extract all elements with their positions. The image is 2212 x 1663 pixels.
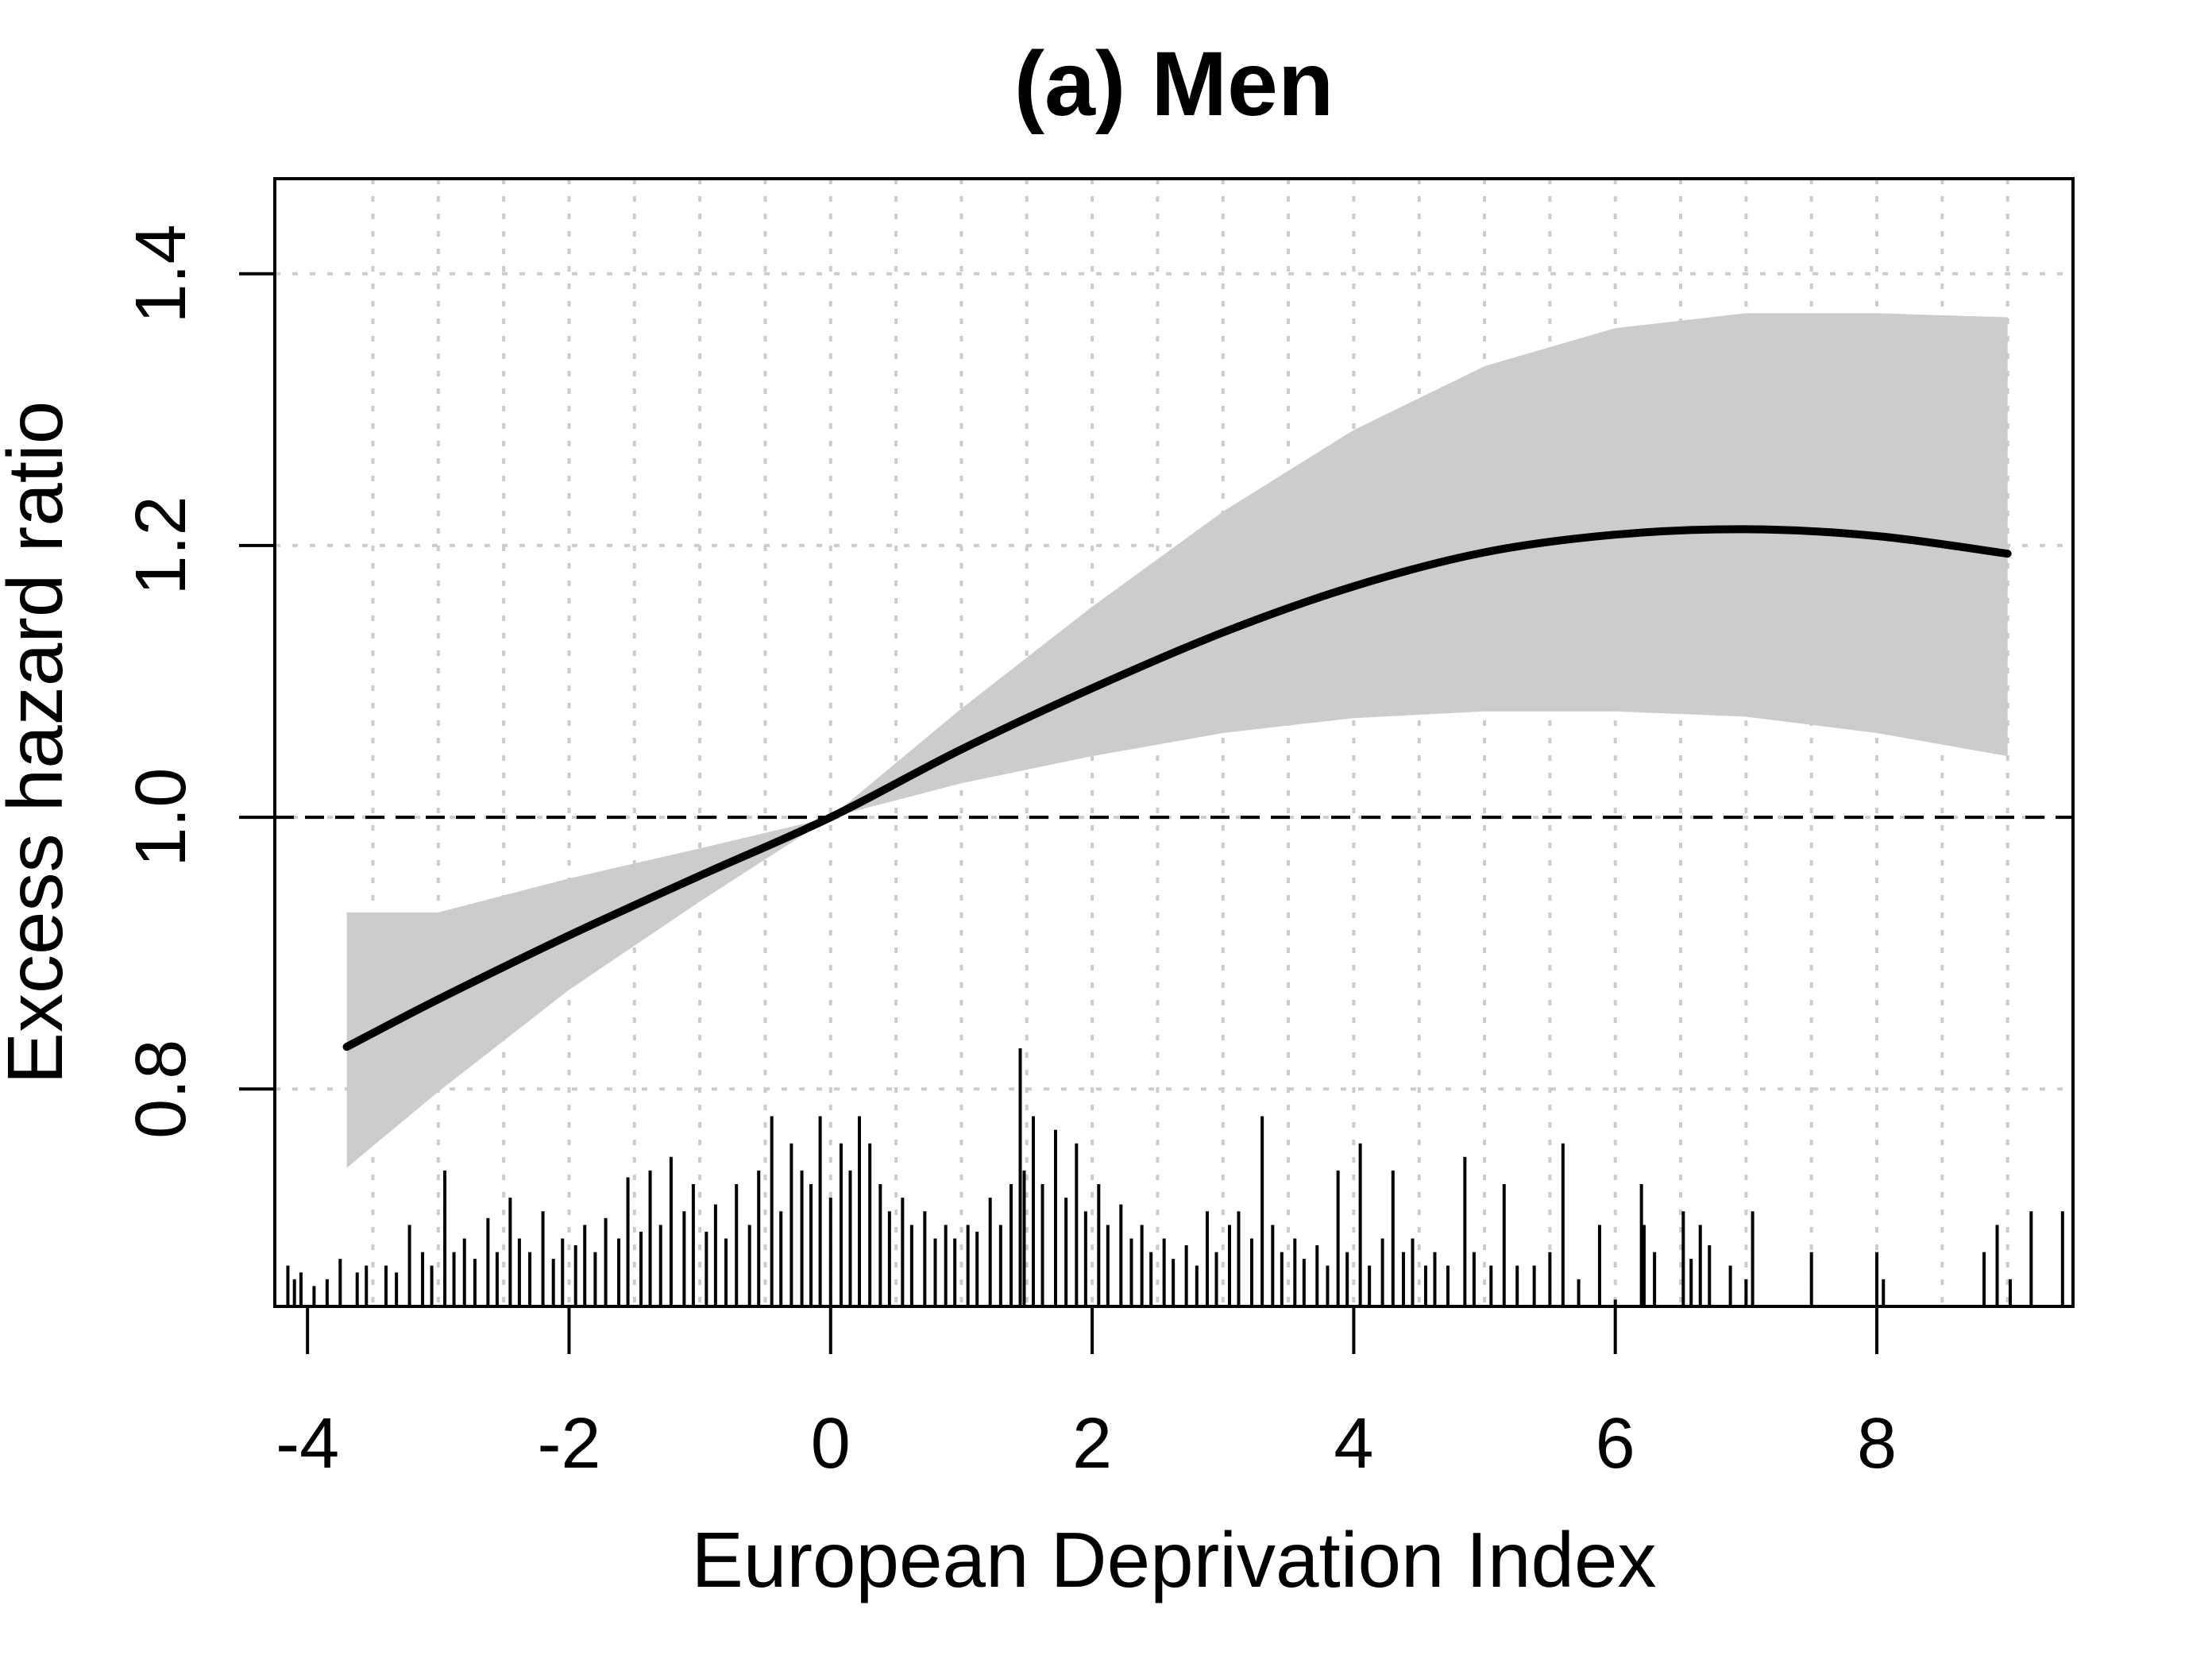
- confidence-band-layer: [346, 313, 2008, 1168]
- y-tick-label-3: 1.4: [122, 224, 201, 323]
- y-tick-label-2: 1.2: [122, 496, 201, 595]
- x-tick-label-3: 2: [1072, 1404, 1112, 1484]
- y-tick-label-1: 1.0: [122, 768, 201, 867]
- x-tick-label-6: 8: [1857, 1404, 1897, 1484]
- series-line-layer: [342, 525, 2012, 1051]
- y-tick-label-0: 0.8: [122, 1040, 201, 1139]
- confidence-band: [346, 313, 2008, 1168]
- series-line-0: [342, 525, 2012, 1051]
- x-tick-label-4: 4: [1334, 1404, 1373, 1484]
- x-tick-label-1: -2: [537, 1404, 600, 1484]
- x-tick-label-2: 0: [811, 1404, 851, 1484]
- x-tick-label-5: 6: [1596, 1404, 1635, 1484]
- x-axis: -4 -2 0 2 4 6 8: [276, 1306, 1897, 1484]
- plot-frame: [273, 177, 2075, 1308]
- y-axis: 0.8 1.0 1.2 1.4: [122, 224, 275, 1139]
- x-tick-label-0: -4: [276, 1404, 339, 1484]
- rug-layer: [286, 1048, 2064, 1306]
- y-axis-label: Excess hazard ratio: [0, 401, 79, 1085]
- chart-title: (a) Men: [1014, 33, 1334, 135]
- x-axis-label: European Deprivation Index: [692, 1516, 1657, 1603]
